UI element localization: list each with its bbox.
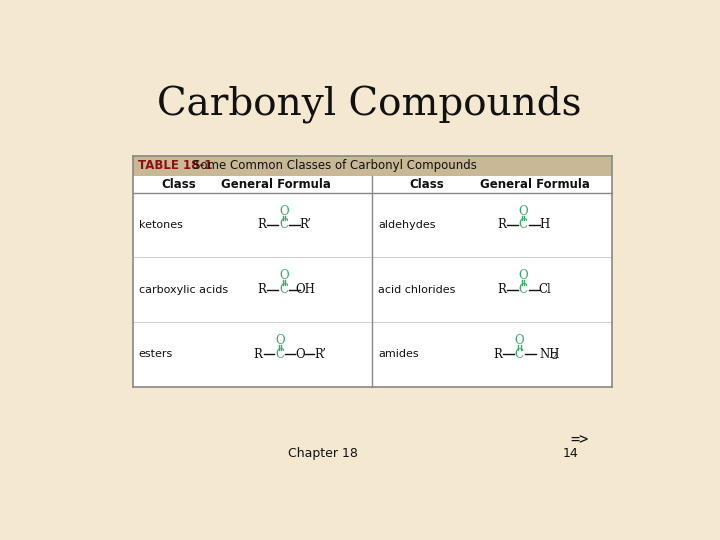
Text: General Formula: General Formula [221,178,331,191]
Text: carboxylic acids: carboxylic acids [139,285,228,295]
Text: H: H [540,219,550,232]
Text: O: O [279,269,289,282]
Text: Class: Class [409,178,444,191]
Text: aldehydes: aldehydes [378,220,436,230]
Text: O: O [275,334,284,347]
Text: R: R [497,283,506,296]
Text: R: R [493,348,502,361]
FancyBboxPatch shape [132,176,611,387]
Text: R: R [253,348,263,361]
Text: Some Common Classes of Carbonyl Compounds: Some Common Classes of Carbonyl Compound… [193,159,477,172]
Text: R: R [258,283,266,296]
Text: C: C [515,348,524,361]
Text: 14: 14 [562,447,578,460]
Text: C: C [279,283,288,296]
Text: O: O [515,334,524,347]
Text: C: C [275,348,284,361]
Text: =>: => [571,433,589,447]
Text: OH: OH [295,283,315,296]
Text: C: C [518,219,528,232]
Text: 2: 2 [552,352,557,361]
Text: R: R [497,219,506,232]
Text: General Formula: General Formula [480,178,590,191]
Text: acid chlorides: acid chlorides [378,285,456,295]
Text: TABLE 18-1: TABLE 18-1 [138,159,212,172]
Text: NH: NH [539,348,560,361]
Text: C: C [518,283,528,296]
Text: R: R [258,219,266,232]
Text: O: O [279,205,289,218]
Text: Carbonyl Compounds: Carbonyl Compounds [157,86,581,124]
Text: Cl: Cl [539,283,552,296]
Text: C: C [279,219,288,232]
Text: R’: R’ [314,348,326,361]
Text: Class: Class [162,178,197,191]
Text: ketones: ketones [139,220,183,230]
Text: O: O [518,205,528,218]
Text: esters: esters [139,349,173,359]
Text: O: O [518,269,528,282]
Text: Chapter 18: Chapter 18 [287,447,357,460]
FancyBboxPatch shape [132,156,611,176]
Text: O: O [295,348,305,361]
Text: R’: R’ [300,219,312,232]
Text: amides: amides [378,349,419,359]
